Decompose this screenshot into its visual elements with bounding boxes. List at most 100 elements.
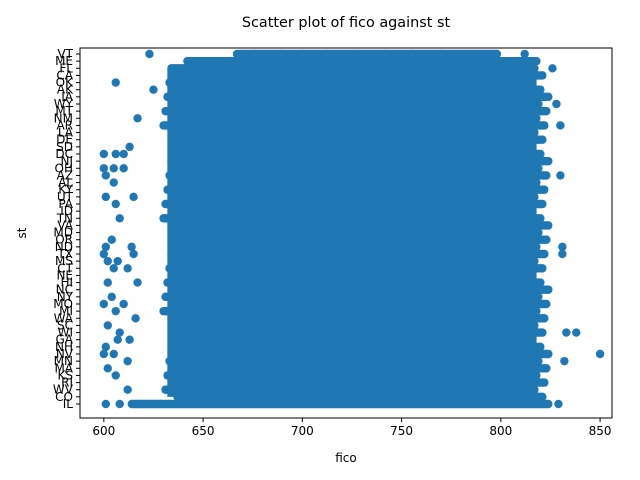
data-point (111, 149, 120, 159)
dense-points-me (183, 56, 541, 66)
data-point (101, 242, 111, 252)
data-point (548, 64, 557, 73)
y-tick-label: CT (57, 261, 73, 275)
y-tick-label: FL (59, 61, 73, 75)
data-point (298, 49, 307, 59)
data-point (572, 328, 581, 337)
data-point (129, 249, 138, 259)
data-point (520, 49, 529, 59)
x-tick-label: 600 (92, 424, 115, 438)
y-tick-label: KS (58, 368, 74, 382)
data-point (407, 49, 416, 59)
data-point (133, 278, 142, 287)
y-tick-label: NM (54, 111, 73, 125)
data-point (123, 385, 132, 394)
y-tick-label: VT (57, 47, 73, 61)
y-tick-label: HI (60, 276, 73, 290)
y-tick-label: MT (55, 104, 73, 118)
data-point (131, 314, 140, 323)
y-tick-label: TN (56, 211, 73, 225)
data-point (321, 49, 331, 59)
data-point (115, 399, 124, 409)
x-tick-label: 700 (291, 424, 314, 438)
y-tick-label: NH (55, 340, 73, 354)
data-point (129, 192, 138, 202)
data-point (437, 49, 446, 59)
y-tick-label: WV (53, 383, 74, 397)
dense-points-core (167, 68, 537, 397)
y-tick-label: SC (57, 318, 73, 332)
y-tick-label: IA (61, 90, 74, 104)
y-tick-label: TX (56, 247, 73, 261)
y-tick-label: MS (55, 254, 73, 268)
y-tick-label: WA (54, 311, 74, 325)
y-tick-label: AK (57, 83, 74, 97)
data-point (558, 242, 567, 252)
y-tick-label: OR (55, 233, 73, 247)
data-point (560, 356, 569, 366)
y-tick-label: RI (61, 376, 73, 390)
data-point (101, 192, 111, 202)
y-tick-label: MI (59, 304, 73, 318)
data-point (123, 356, 132, 366)
data-point (111, 78, 120, 87)
data-point (113, 256, 122, 266)
y-tick-label: NY (57, 290, 74, 304)
y-tick-label: OK (56, 76, 74, 90)
data-point (125, 335, 134, 344)
data-point (119, 149, 128, 159)
scatter-points (99, 49, 605, 409)
y-tick-label: DE (56, 133, 73, 147)
y-tick-label: VA (57, 218, 73, 232)
y-tick-label: MD (53, 226, 73, 240)
data-point (125, 142, 134, 152)
data-point (218, 64, 228, 73)
data-point (133, 114, 142, 123)
data-point (278, 49, 287, 59)
data-point (113, 335, 122, 344)
data-point (109, 164, 118, 173)
y-tick-label: GA (55, 333, 73, 347)
data-point (109, 349, 118, 359)
data-point (101, 342, 111, 352)
data-point (107, 292, 116, 302)
plot-area (99, 49, 605, 409)
data-point (115, 214, 124, 223)
y-tick-label: AR (56, 118, 73, 132)
data-point (556, 171, 565, 180)
data-point (595, 349, 605, 359)
y-axis-ticks: ILCOWVRIKSMAMNNVNHGAWISCWAMIMONYNCHINECT… (53, 47, 80, 411)
data-point (99, 249, 109, 259)
data-point (552, 99, 561, 109)
y-tick-label: IL (63, 397, 74, 411)
data-point (111, 371, 120, 380)
data-point (149, 85, 158, 94)
data-point (107, 235, 116, 244)
y-tick-label: NC (56, 283, 73, 297)
data-point (109, 178, 118, 187)
y-tick-label: DC (55, 147, 73, 161)
data-point (99, 149, 109, 159)
data-point (236, 64, 245, 73)
y-tick-label: MN (54, 354, 73, 368)
data-point (115, 328, 124, 337)
data-point (103, 278, 112, 287)
data-point (556, 121, 565, 130)
y-tick-label: CO (55, 390, 73, 404)
data-point (353, 49, 363, 59)
y-tick-label: ID (60, 204, 73, 218)
x-tick-label: 650 (192, 424, 215, 438)
y-tick-label: NV (56, 347, 74, 361)
data-point (99, 164, 109, 173)
data-point (562, 328, 571, 337)
y-tick-label: AZ (57, 168, 73, 182)
data-point (558, 249, 567, 259)
data-point (109, 264, 118, 273)
data-point (101, 399, 111, 409)
data-point (99, 349, 109, 359)
y-tick-label: MO (53, 297, 73, 311)
data-point (111, 199, 120, 209)
data-point (119, 164, 128, 173)
y-tick-label: KY (58, 183, 73, 197)
